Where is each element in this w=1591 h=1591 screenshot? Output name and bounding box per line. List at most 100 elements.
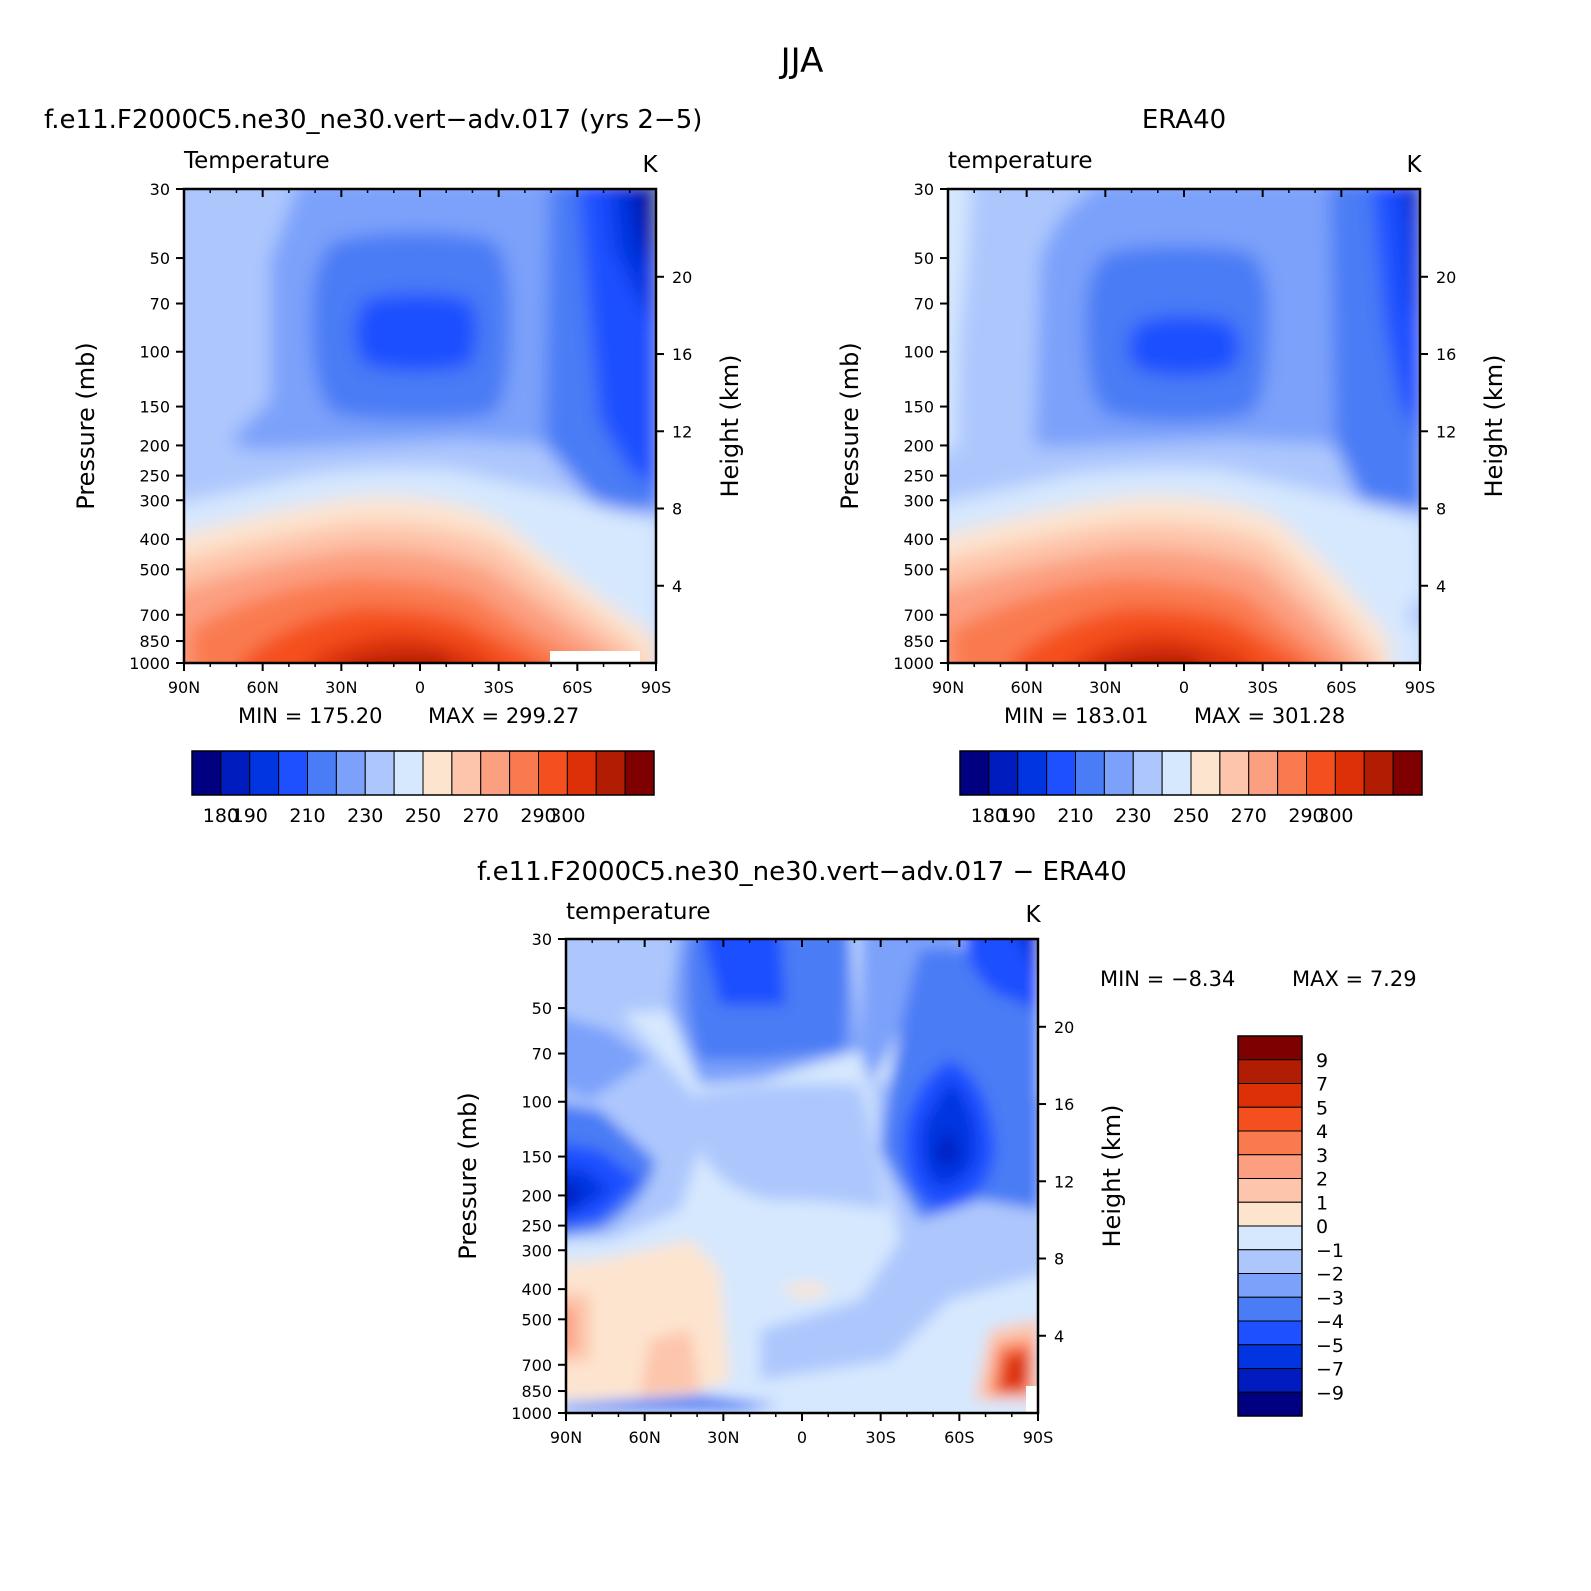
min-readout: MIN = 175.20 — [238, 704, 382, 728]
x-tick-label: 0 — [1179, 678, 1189, 697]
y2-tick-label: 4 — [1436, 577, 1446, 596]
panel-era40: ERA40 temperature K — [836, 105, 1508, 827]
y2-tick-label: 12 — [672, 422, 692, 441]
colorbar-swatch — [1161, 750, 1192, 796]
min-readout: MIN = −8.34 — [1100, 967, 1235, 991]
colorbar-frame — [191, 750, 655, 796]
y-tick-label: 250 — [139, 467, 170, 486]
x-tick-label: 0 — [415, 678, 425, 697]
colorbar-swatch — [1046, 750, 1076, 796]
y-tick-label: 70 — [150, 295, 170, 314]
colorbar-swatch — [1237, 1320, 1303, 1346]
colorbar-label: 230 — [1115, 805, 1151, 827]
y2-tick-label: 12 — [1436, 422, 1456, 441]
y2-tick-label: 20 — [672, 268, 692, 287]
colorbar-label: 250 — [1173, 805, 1209, 827]
y2-axis-title: Height (km) — [1480, 355, 1508, 498]
x-tick-label: 30S — [483, 678, 514, 697]
colorbar-swatch — [1277, 750, 1307, 796]
axes: 90N 60N 30N 0 30S 60S 90S 30 50 70 100 150 200 250 300… — [893, 180, 1456, 697]
colorbar-label: 290 — [1288, 805, 1324, 827]
y2-tick-label: 20 — [1436, 268, 1456, 287]
y-tick-label: 1000 — [511, 1404, 552, 1423]
units-label: K — [642, 152, 658, 178]
x-tick-label: 90S — [1023, 1428, 1054, 1447]
y-tick-label: 1000 — [129, 654, 170, 673]
y-tick-label: 850 — [521, 1382, 552, 1401]
y-tick-label: 200 — [139, 436, 170, 455]
colorbar-swatch — [1237, 1273, 1303, 1298]
colorbar-swatch — [1334, 750, 1365, 796]
colorbar-label: 270 — [463, 805, 499, 827]
y-tick-label: 150 — [521, 1148, 552, 1167]
colorbar-label: 290 — [520, 805, 556, 827]
colorbar-swatch — [509, 750, 539, 796]
field-label: temperature — [948, 148, 1093, 174]
y-tick-label: 400 — [521, 1280, 552, 1299]
panel-model: f.e11.F2000C5.ne30_ne30.vert−adv.017 (yr… — [44, 105, 744, 827]
colorbar-label: 250 — [405, 805, 441, 827]
x-tick-label: 30N — [1089, 678, 1121, 697]
y-tick-label: 400 — [139, 530, 170, 549]
colorbar-label: 180 — [203, 805, 239, 827]
y-tick-label: 300 — [139, 491, 170, 510]
axes: 90N 60N 30N 0 30S 60S 90S 30 50 70 100 150 200 250 300… — [129, 180, 692, 697]
contour-field — [566, 939, 1038, 1413]
units-label: K — [1406, 152, 1422, 178]
colorbar-swatch — [566, 750, 597, 796]
x-tick-label: 0 — [797, 1428, 807, 1447]
colorbar-swatch — [1237, 1035, 1303, 1061]
x-tick-label: 90N — [932, 678, 964, 697]
x-tick-label: 60N — [1011, 678, 1043, 697]
field-label: Temperature — [183, 148, 330, 174]
colorbar-swatch — [249, 750, 280, 796]
y-tick-label: 30 — [150, 180, 170, 199]
x-tick-label: 90N — [550, 1428, 582, 1447]
y-tick-label: 50 — [150, 249, 170, 268]
y-tick-label: 700 — [903, 606, 934, 625]
colorbar-label: 210 — [289, 805, 325, 827]
max-readout: MAX = 299.27 — [428, 704, 579, 728]
y-tick-label: 400 — [903, 530, 934, 549]
y-tick-label: 150 — [139, 398, 170, 417]
y-tick-label: 500 — [903, 560, 934, 579]
y-axis-title: Pressure (mb) — [836, 342, 864, 509]
colorbar-swatch — [480, 750, 511, 796]
colorbar-label: 5 — [1316, 1097, 1328, 1119]
x-tick-label: 90S — [1405, 678, 1436, 697]
x-tick-label: 60S — [944, 1428, 975, 1447]
axes: 90N 60N 30N 0 30S 60S 90S 30 50 70 100 150 200 250 300… — [511, 930, 1074, 1447]
colorbar-label: −7 — [1316, 1359, 1344, 1381]
colorbar-swatch — [1075, 750, 1105, 796]
colorbar-swatch — [1363, 750, 1394, 796]
x-tick-label: 90N — [168, 678, 200, 697]
y-tick-label: 250 — [903, 467, 934, 486]
field-label: temperature — [566, 899, 711, 925]
y-tick-label: 70 — [914, 295, 934, 314]
colorbar-swatch — [959, 750, 990, 796]
panel-title: ERA40 — [1142, 105, 1226, 135]
colorbar-swatch — [220, 750, 251, 796]
y2-tick-label: 16 — [1436, 345, 1456, 364]
colorbar-swatch — [538, 750, 568, 796]
colorbar-label: −2 — [1316, 1264, 1344, 1286]
colorbar-label: 1 — [1316, 1192, 1328, 1214]
colorbar-label: −4 — [1316, 1311, 1344, 1333]
y-axis-title: Pressure (mb) — [72, 342, 100, 509]
y2-tick-label: 8 — [1054, 1250, 1064, 1269]
y2-tick-label: 12 — [1054, 1172, 1074, 1191]
y2-axis-title: Height (km) — [716, 355, 744, 498]
y-tick-label: 50 — [914, 249, 934, 268]
colorbar-swatch — [1237, 1368, 1303, 1393]
colorbar-swatch — [191, 750, 222, 796]
super-title: JJA — [779, 41, 824, 81]
x-tick-label: 30N — [325, 678, 357, 697]
colorbar-swatch — [422, 750, 453, 796]
contour-field — [948, 189, 1420, 663]
y-tick-label: 50 — [532, 999, 552, 1018]
colorbar-swatch — [1237, 1344, 1303, 1369]
colorbar-swatch — [1237, 1225, 1303, 1251]
units-label: K — [1025, 902, 1041, 928]
y-tick-label: 30 — [532, 930, 552, 949]
